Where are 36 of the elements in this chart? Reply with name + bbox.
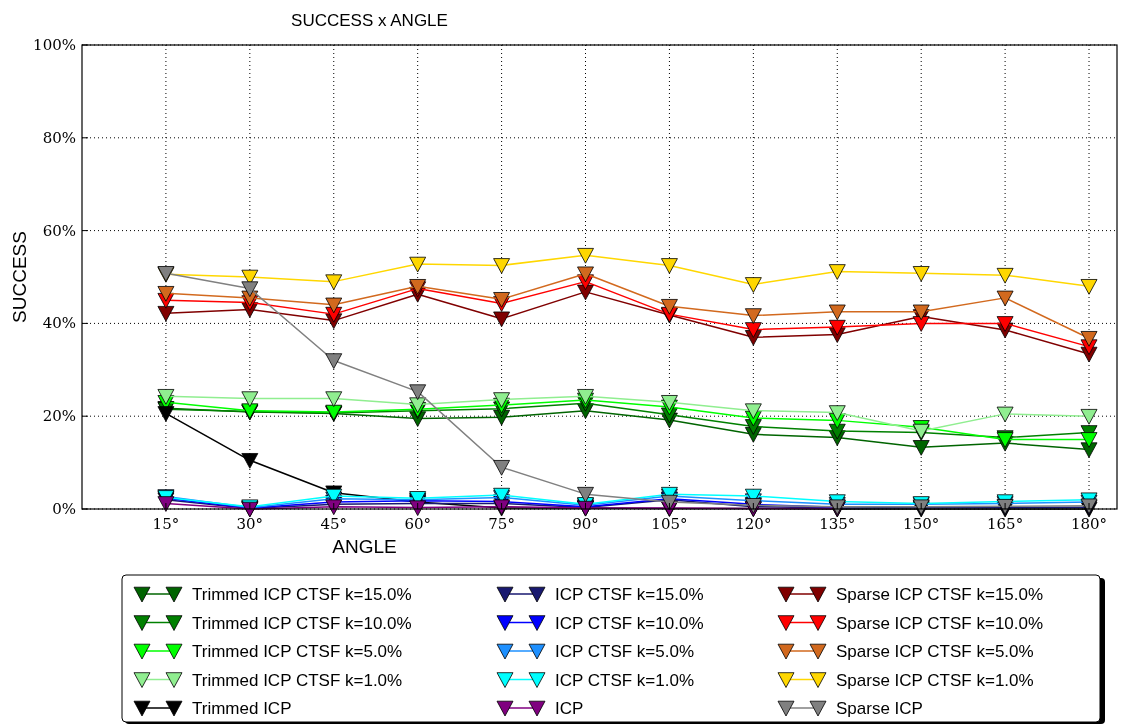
y-tick-label: 20% [42,407,76,426]
y-tick-label: 100% [33,36,76,54]
x-tick-label: 150° [903,515,940,533]
legend-label: ICP [555,699,584,718]
x-tick-label: 180° [1070,515,1108,533]
y-axis-title: SUCCESS [9,231,30,323]
legend-label: ICP CTSF k=10.0% [555,613,704,633]
chart-title: SUCCESS x ANGLE [291,11,448,30]
x-axis-title: ANGLE [332,536,397,557]
legend-label: ICP CTSF k=1.0% [555,670,695,690]
legend-label: Trimmed ICP CTSF k=15.0% [192,585,412,604]
x-tick-label: 30° [236,515,264,533]
x-tick-label: 15° [152,515,180,533]
x-tick-label: 90° [572,515,599,533]
x-tick-label: 120° [735,515,772,533]
legend-label: Sparse ICP CTSF k=5.0% [836,642,1034,661]
y-tick-label: 0% [52,500,76,518]
legend-label: Sparse ICP CTSF k=15.0% [836,585,1044,604]
y-tick-label: 60% [42,221,76,240]
legend-label: Trimmed ICP [192,699,292,718]
legend-label: Trimmed ICP CTSF k=5.0% [192,642,403,661]
y-tick-label: 40% [42,314,76,333]
x-tick-label: 45° [320,515,348,533]
legend-label: Sparse ICP CTSF k=10.0% [836,613,1044,633]
x-tick-label: 135° [819,515,856,533]
legend-label: Trimmed ICP CTSF k=10.0% [192,613,412,633]
x-tick-label: 165° [987,515,1024,533]
legend-label: ICP CTSF k=15.0% [555,585,704,604]
x-tick-label: 105° [651,515,688,533]
x-tick-label: 60° [404,515,431,533]
legend-label: Trimmed ICP CTSF k=1.0% [192,670,403,690]
y-tick-label: 80% [42,128,76,147]
legend-label: Sparse ICP [836,699,923,718]
legend-label: ICP CTSF k=5.0% [555,642,695,661]
x-tick-label: 75° [488,515,515,533]
legend-label: Sparse ICP CTSF k=1.0% [836,670,1034,690]
